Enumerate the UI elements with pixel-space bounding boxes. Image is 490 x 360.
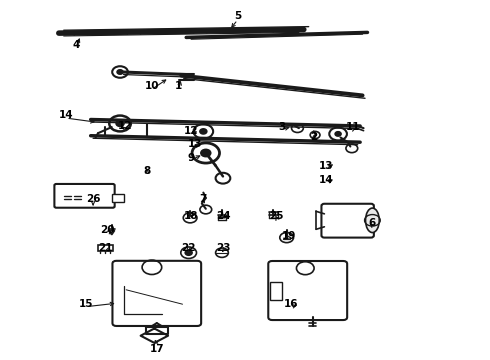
Bar bbox=[270, 282, 282, 300]
Text: 7: 7 bbox=[199, 194, 207, 204]
Text: 24: 24 bbox=[216, 211, 230, 221]
Ellipse shape bbox=[366, 208, 379, 233]
FancyBboxPatch shape bbox=[269, 261, 347, 320]
Circle shape bbox=[201, 149, 211, 157]
Text: 9: 9 bbox=[188, 153, 195, 163]
Text: 2: 2 bbox=[310, 132, 317, 142]
Text: 22: 22 bbox=[181, 243, 196, 253]
Text: 26: 26 bbox=[86, 194, 100, 204]
Polygon shape bbox=[141, 328, 168, 343]
Text: 1: 1 bbox=[175, 81, 182, 91]
Text: 17: 17 bbox=[149, 344, 164, 354]
Text: 13: 13 bbox=[188, 139, 202, 149]
Text: 19: 19 bbox=[282, 231, 296, 241]
Text: 18: 18 bbox=[184, 211, 198, 221]
Text: 10: 10 bbox=[145, 81, 159, 91]
FancyBboxPatch shape bbox=[54, 184, 115, 208]
Circle shape bbox=[117, 70, 123, 74]
Circle shape bbox=[200, 129, 207, 134]
Text: 13: 13 bbox=[318, 161, 333, 171]
Text: 20: 20 bbox=[100, 225, 115, 235]
Polygon shape bbox=[109, 230, 115, 235]
Text: 16: 16 bbox=[284, 299, 299, 309]
Bar bbox=[112, 194, 124, 202]
Bar bbox=[98, 245, 113, 251]
Text: 6: 6 bbox=[369, 218, 376, 228]
Text: 11: 11 bbox=[345, 122, 360, 132]
Circle shape bbox=[185, 250, 192, 255]
Circle shape bbox=[116, 121, 124, 126]
FancyBboxPatch shape bbox=[321, 204, 374, 238]
Text: 3: 3 bbox=[278, 122, 285, 132]
Text: 14: 14 bbox=[318, 175, 333, 185]
Circle shape bbox=[335, 132, 341, 136]
Text: 25: 25 bbox=[270, 211, 284, 221]
Text: 4: 4 bbox=[72, 40, 80, 50]
Text: 12: 12 bbox=[184, 126, 198, 136]
Text: 15: 15 bbox=[78, 299, 93, 309]
Text: 21: 21 bbox=[98, 243, 113, 253]
FancyBboxPatch shape bbox=[112, 261, 201, 326]
Text: 5: 5 bbox=[234, 11, 241, 21]
Text: 8: 8 bbox=[144, 166, 150, 176]
Text: 23: 23 bbox=[216, 243, 230, 253]
Text: 12: 12 bbox=[118, 121, 132, 131]
Text: 14: 14 bbox=[59, 110, 74, 120]
